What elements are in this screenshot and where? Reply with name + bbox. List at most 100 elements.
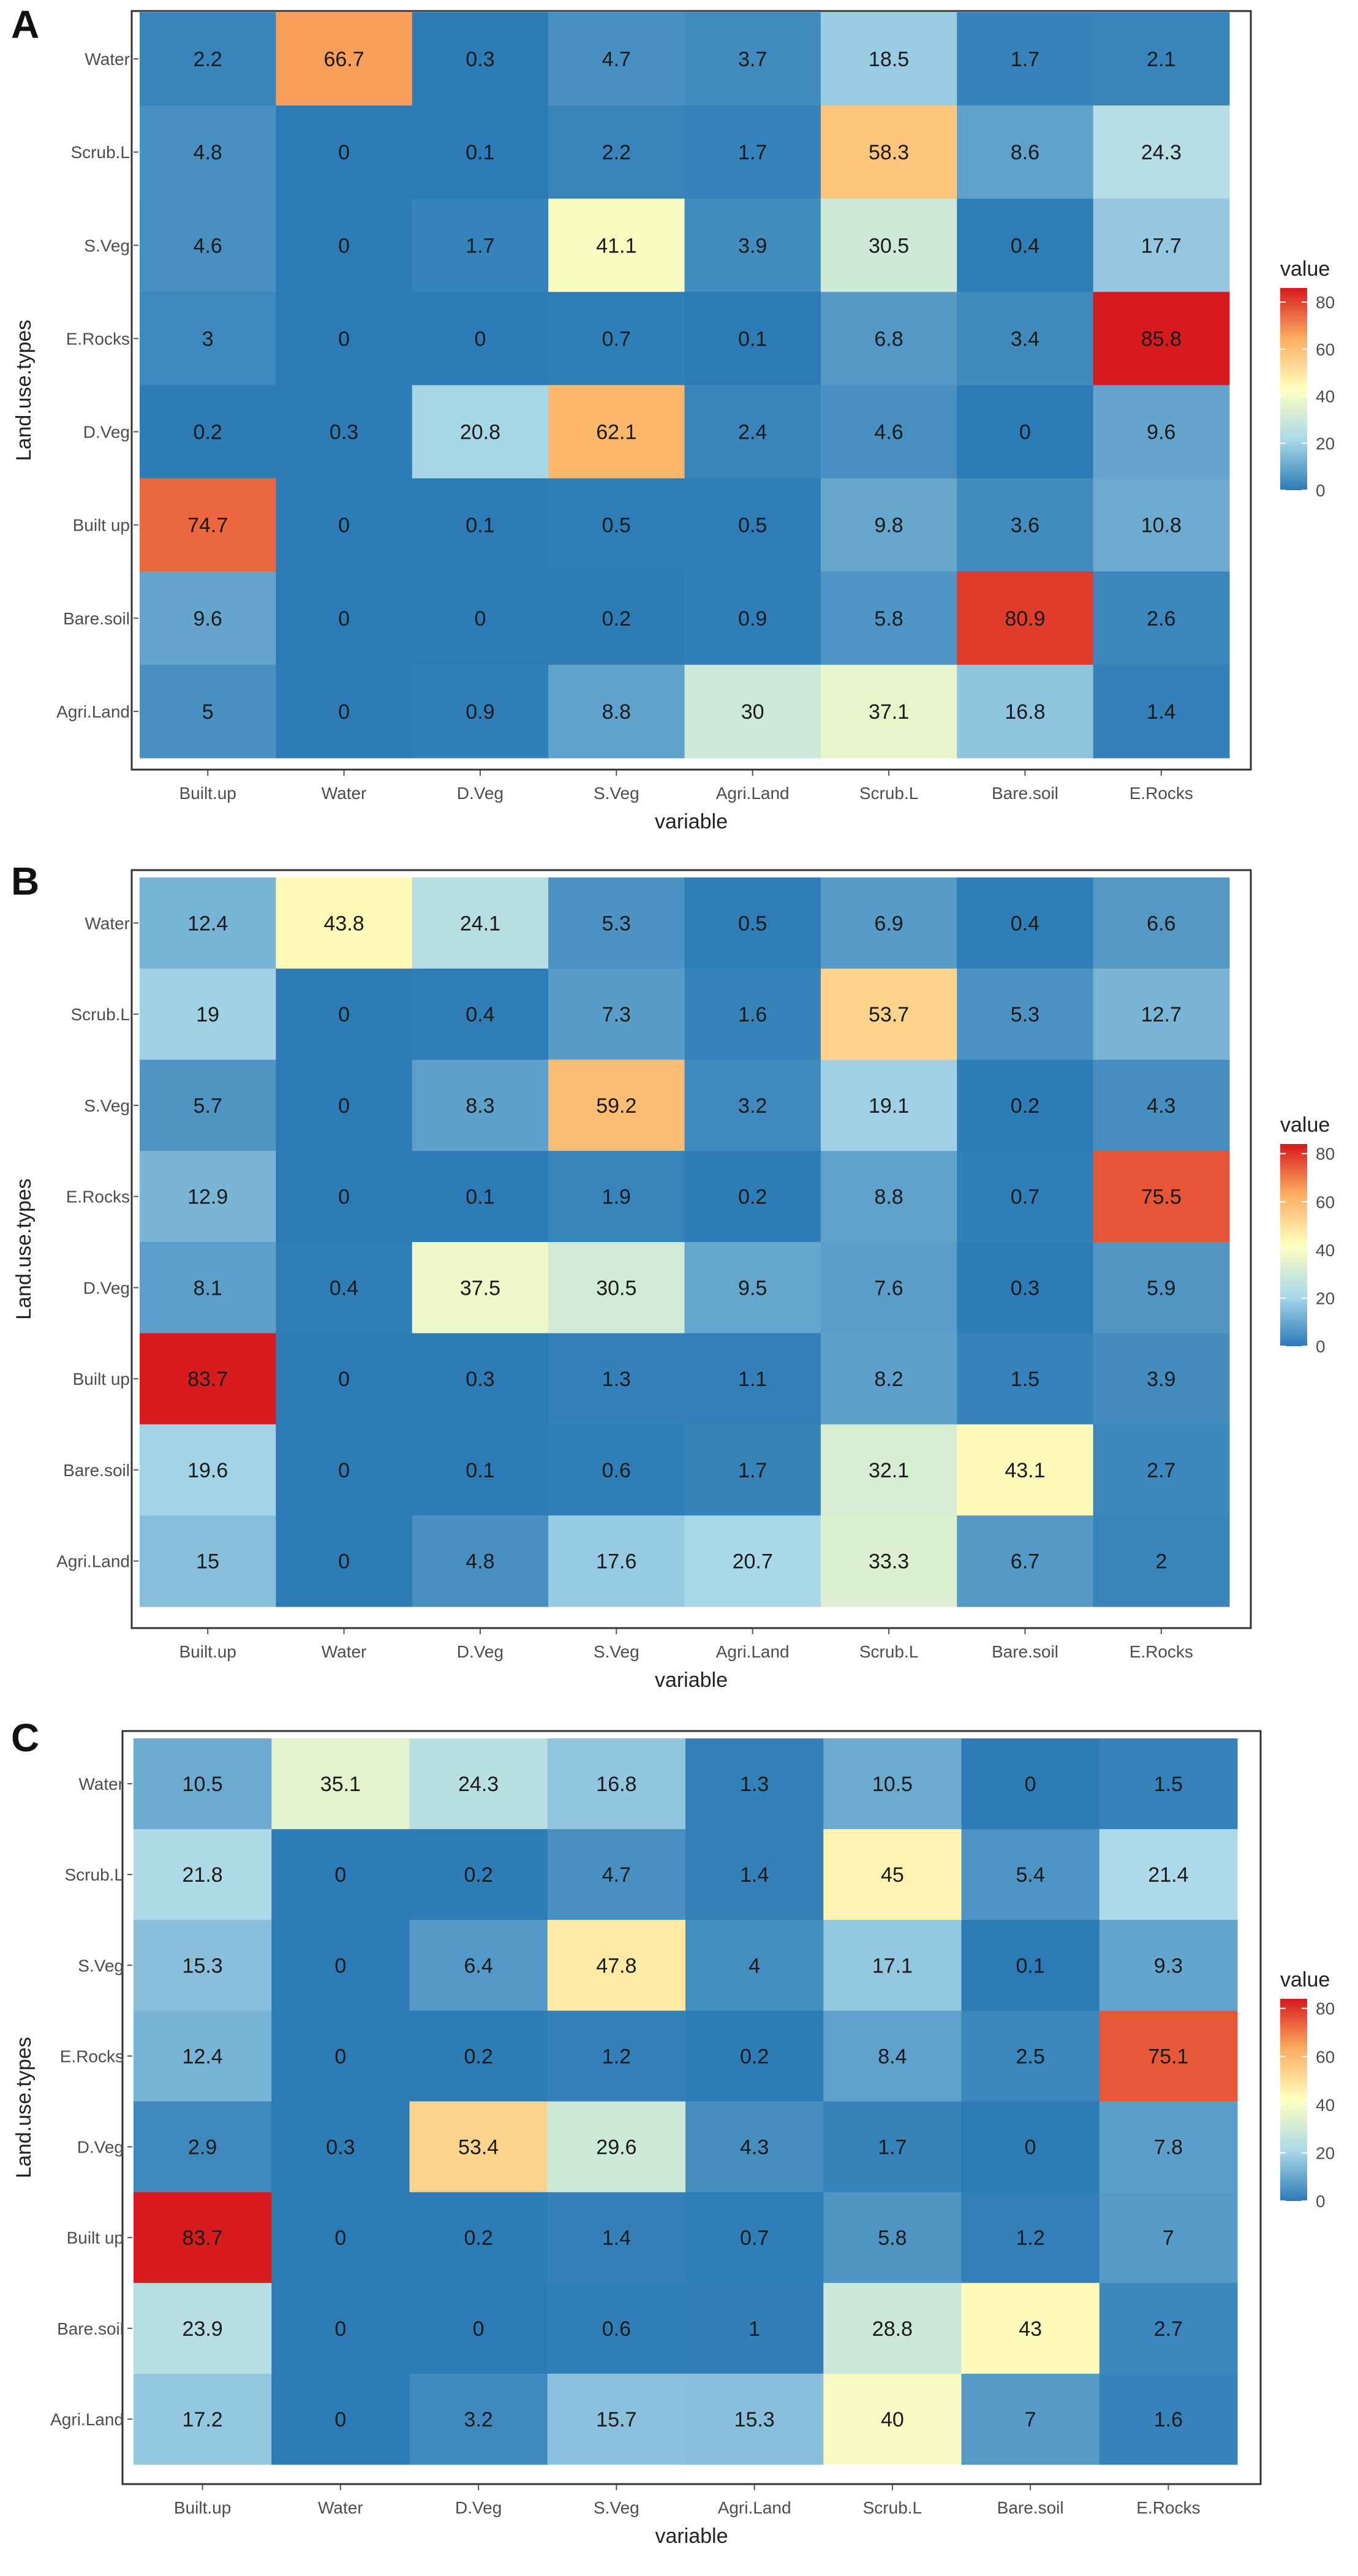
x-tick-label: Built.up <box>179 1642 236 1661</box>
cell-value-label: 0.9 <box>738 607 767 631</box>
cell-value-label: 0.2 <box>1011 1094 1039 1118</box>
legend-tick-label: 60 <box>1316 340 1335 359</box>
cell-value-label: 21.8 <box>183 1863 223 1887</box>
cell-value-label: 5.3 <box>1011 1003 1039 1026</box>
heatmap-cell-scrub-l-water <box>276 105 413 199</box>
cell-value-label: 5.3 <box>602 912 631 935</box>
cell-value-label: 1.6 <box>738 1003 767 1026</box>
cell-value-label: 0.1 <box>466 1459 494 1482</box>
cell-value-label: 5.9 <box>1147 1276 1175 1300</box>
heatmap-cell-water-built-up <box>140 12 276 106</box>
heatmap-cell-d-veg-agri-land <box>684 1242 821 1334</box>
heatmap-cell-e-rocks-scrub-l <box>823 2010 962 2102</box>
heatmap-cell-water-e-rocks <box>1099 1738 1238 1830</box>
cell-value-label: 3.9 <box>738 234 767 257</box>
cell-value-label: 15.3 <box>734 2408 775 2431</box>
cell-value-label: 0.2 <box>464 2045 492 2068</box>
heatmap-cell-built-up-d-veg <box>412 1333 549 1425</box>
heatmap-cell-built-up-bare-soil <box>957 478 1094 572</box>
cell-value-label: 32.1 <box>869 1459 909 1482</box>
heatmap-cell-scrub-l-water <box>271 1829 410 1920</box>
heatmap-cell-water-agri-land <box>684 12 821 106</box>
y-axis-title: Land.use.types <box>12 320 36 461</box>
heatmap-cell-water-bare-soil <box>961 1738 1100 1830</box>
heatmap-cell-scrub-l-e-rocks <box>1099 1829 1238 1920</box>
heatmap-cell-agri-land-agri-land <box>684 664 821 759</box>
heatmap-cell-e-rocks-agri-land <box>684 1151 821 1243</box>
cell-value-label: 53.4 <box>458 2136 499 2159</box>
y-tick-label: E.Rocks <box>66 1188 130 1207</box>
heatmap-cell-d-veg-e-rocks <box>1093 385 1230 479</box>
cell-value-label: 40 <box>881 2408 904 2431</box>
legend-title: value <box>1280 257 1330 281</box>
cell-value-label: 3 <box>202 327 214 350</box>
cell-value-label: 0 <box>334 2408 346 2431</box>
x-tick-label: Built.up <box>179 784 236 803</box>
cell-value-label: 12.7 <box>1141 1003 1182 1026</box>
heatmap-cell-built-up-scrub-l <box>820 1333 957 1425</box>
cell-value-label: 17.2 <box>183 2408 223 2431</box>
cell-value-label: 75.5 <box>1141 1186 1182 1209</box>
heatmap-cell-e-rocks-water <box>276 1151 413 1243</box>
heatmap-cell-e-rocks-built-up <box>140 1151 276 1243</box>
cell-value-label: 9.6 <box>194 607 222 631</box>
heatmap-cell-bare-soil-water <box>276 571 413 665</box>
cell-value-label: 15.3 <box>183 1954 223 1977</box>
cell-value-label: 12.9 <box>187 1186 228 1209</box>
cell-value-label: 4.8 <box>466 1550 494 1574</box>
y-tick-label: Scrub.L <box>71 1005 130 1024</box>
heatmap-cell-s-veg-agri-land <box>684 1059 821 1151</box>
cell-value-label: 24.1 <box>460 912 500 935</box>
cell-value-label: 0 <box>338 1459 350 1482</box>
heatmap-cell-water-s-veg <box>548 12 685 106</box>
cell-value-label: 35.1 <box>320 1773 361 1796</box>
heatmap-cell-s-veg-scrub-l <box>823 1920 962 2011</box>
heatmap-cell-e-rocks-bare-soil <box>957 292 1094 385</box>
x-tick-label: S.Veg <box>594 2498 639 2517</box>
heatmap-panel-a: A 2.2 66.7 0.3 4.7 3.7 18.5 1.7 2.1 4.8 0 0.1 2.2 1.7… <box>11 2 1335 833</box>
cell-value-label: 1.7 <box>738 141 767 164</box>
cell-value-label: 30.5 <box>596 1276 636 1300</box>
legend-tick-label: 0 <box>1316 1337 1326 1356</box>
cell-value-label: 24.3 <box>1141 141 1182 164</box>
heatmap-cell-e-rocks-scrub-l <box>820 292 957 385</box>
y-tick-label: Scrub.L <box>65 1865 124 1884</box>
heatmap-cell-agri-land-bare-soil <box>957 1515 1094 1607</box>
cell-value-label: 0 <box>334 2045 346 2068</box>
x-tick-label: D.Veg <box>455 2498 502 2517</box>
cell-value-label: 4.6 <box>194 234 222 257</box>
heatmap-cell-agri-land-built-up <box>134 2373 272 2465</box>
heatmap-cell-bare-soil-d-veg <box>409 2282 548 2374</box>
cell-value-label: 58.3 <box>869 141 909 164</box>
heatmap-cell-scrub-l-agri-land <box>685 1829 824 1920</box>
heatmap-cell-s-veg-e-rocks <box>1093 199 1230 292</box>
legend-tick-label: 40 <box>1316 2096 1335 2115</box>
heatmap-cell-d-veg-d-veg <box>409 2101 548 2193</box>
cell-value-label: 8.4 <box>878 2045 907 2068</box>
heatmap-cell-e-rocks-e-rocks <box>1093 292 1230 385</box>
heatmap-cell-water-d-veg <box>412 12 549 106</box>
heatmap-cell-scrub-l-scrub-l <box>820 105 957 199</box>
x-tick-label: Scrub.L <box>863 2498 922 2517</box>
cell-value-label: 0.2 <box>602 607 631 631</box>
cell-value-label: 0.7 <box>740 2227 769 2250</box>
legend-tick-label: 40 <box>1316 1241 1335 1260</box>
heatmap-cell-scrub-l-agri-land <box>684 105 821 199</box>
heatmap-cell-s-veg-e-rocks <box>1099 1920 1238 2011</box>
cell-value-label: 9.5 <box>738 1276 767 1300</box>
cell-value-label: 18.5 <box>869 48 909 71</box>
heatmap-cell-e-rocks-s-veg <box>548 292 685 385</box>
heatmap-cell-s-veg-bare-soil <box>961 1920 1100 2011</box>
cell-value-label: 30 <box>741 700 764 724</box>
heatmap-cell-agri-land-built-up <box>140 1515 276 1607</box>
cell-value-label: 0.1 <box>466 1186 494 1209</box>
heatmap-cell-built-up-scrub-l <box>820 478 957 572</box>
heatmap-cell-scrub-l-bare-soil <box>957 968 1094 1060</box>
x-tick-label: Water <box>322 784 367 803</box>
cell-value-label: 0 <box>1025 2136 1036 2159</box>
cell-value-label: 29.6 <box>596 2136 636 2159</box>
heatmap-cell-scrub-l-e-rocks <box>1093 968 1230 1060</box>
heatmap-cell-built-up-s-veg <box>548 478 685 572</box>
cell-value-label: 0.4 <box>1011 234 1039 257</box>
heatmap-cell-e-rocks-built-up <box>134 2010 272 2102</box>
